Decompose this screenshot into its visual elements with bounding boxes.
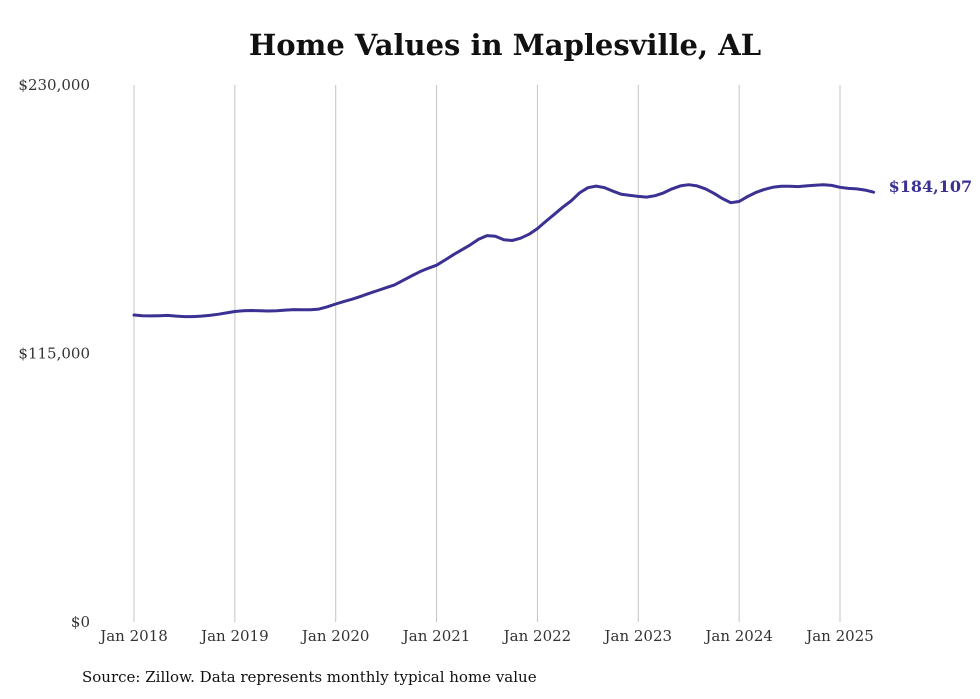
y-tick-label: $0	[71, 613, 90, 631]
series: $184,107	[132, 177, 973, 319]
y-tick-label: $115,000	[18, 345, 90, 363]
series-line	[132, 183, 876, 319]
source-note: Source: Zillow. Data represents monthly …	[82, 668, 537, 686]
chart-title: Home Values in Maplesville, AL	[248, 28, 762, 62]
x-tick-label: Jan 2018	[98, 627, 168, 645]
y-tick-label: $230,000	[18, 76, 90, 94]
x-tick-label: Jan 2023	[603, 627, 673, 645]
x-tick-label: Jan 2025	[804, 627, 874, 645]
x-tick-label: Jan 2021	[401, 627, 471, 645]
x-tick-label: Jan 2019	[199, 627, 269, 645]
gridlines	[133, 85, 841, 622]
x-tick-label: Jan 2020	[300, 627, 370, 645]
x-tick-label: Jan 2022	[502, 627, 572, 645]
end-value-label: $184,107	[889, 177, 973, 196]
line-chart: Jan 2018 Jan 2019 Jan 2020 Jan 2021 Jan 2022…	[18, 76, 973, 645]
x-tick-label: Jan 2024	[703, 627, 773, 645]
axis-labels: Jan 2018 Jan 2019 Jan 2020 Jan 2021 Jan 2022…	[18, 76, 873, 645]
